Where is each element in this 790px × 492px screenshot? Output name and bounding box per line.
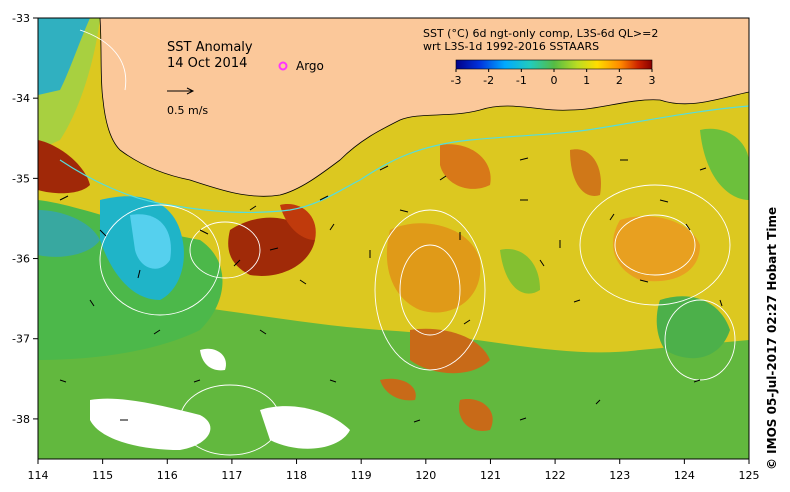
map-date: 14 Oct 2014 — [167, 56, 247, 71]
colorbar-tick-label: 2 — [616, 74, 623, 87]
scale-arrowhead-icon — [186, 87, 195, 95]
lat-tick-label: -38 — [12, 413, 30, 426]
lon-tick-label: 114 — [28, 469, 49, 482]
latitude-axis: -33 -34 -35 -36 -37 -38 — [12, 12, 38, 426]
colorbar-tick-label: 3 — [649, 74, 656, 87]
lon-tick-label: 120 — [415, 469, 436, 482]
colorbar-tick-label: -3 — [451, 74, 462, 87]
colorbar-gradient — [455, 59, 653, 70]
lat-tick-label: -37 — [12, 333, 30, 346]
colorbar-ticks: -3 -2 -1 0 1 2 3 — [451, 69, 656, 87]
lon-tick-label: 115 — [92, 469, 113, 482]
scale-arrow-label: 0.5 m/s — [167, 104, 208, 117]
colorbar: -3 -2 -1 0 1 2 3 — [451, 59, 656, 87]
lon-tick-label: 118 — [286, 469, 307, 482]
map-title: SST Anomaly — [167, 40, 253, 55]
velocity-scale: 0.5 m/s — [167, 87, 208, 117]
lat-tick-label: -33 — [12, 12, 30, 25]
colorbar-tick-label: 1 — [583, 74, 590, 87]
lon-tick-label: 125 — [739, 469, 760, 482]
lon-tick-label: 121 — [480, 469, 501, 482]
argo-label: Argo — [296, 59, 324, 73]
lon-tick-label: 123 — [609, 469, 630, 482]
lat-tick-label: -36 — [12, 253, 30, 266]
argo-marker-icon — [278, 61, 288, 71]
product-description-line2: wrt L3S-1d 1992-2016 SSTAARS — [423, 40, 599, 53]
lat-tick-label: -34 — [12, 92, 30, 105]
argo-marker-legend: Argo — [278, 59, 324, 73]
lon-tick-label: 124 — [674, 469, 695, 482]
lat-tick-label: -35 — [12, 172, 30, 185]
lon-tick-label: 117 — [221, 469, 242, 482]
lon-tick-label: 116 — [157, 469, 178, 482]
plot-frame — [37, 17, 750, 460]
velocity-arrows — [59, 157, 723, 423]
colorbar-tick-label: 0 — [551, 74, 558, 87]
shelf-break-line — [59, 105, 750, 214]
colorbar-tick-label: -1 — [516, 74, 527, 87]
colorbar-tick-label: -2 — [483, 74, 494, 87]
lon-tick-label: 122 — [545, 469, 566, 482]
lon-tick-label: 119 — [351, 469, 372, 482]
product-description-line1: SST (°C) 6d ngt-only comp, L3S-6d QL>=2 — [423, 27, 658, 40]
credit-line: © IMOS 05-Jul-2017 02:27 Hobart Time — [765, 206, 779, 470]
longitude-axis: 114 115 116 117 118 119 120 121 122 123 124 125 — [28, 459, 760, 482]
